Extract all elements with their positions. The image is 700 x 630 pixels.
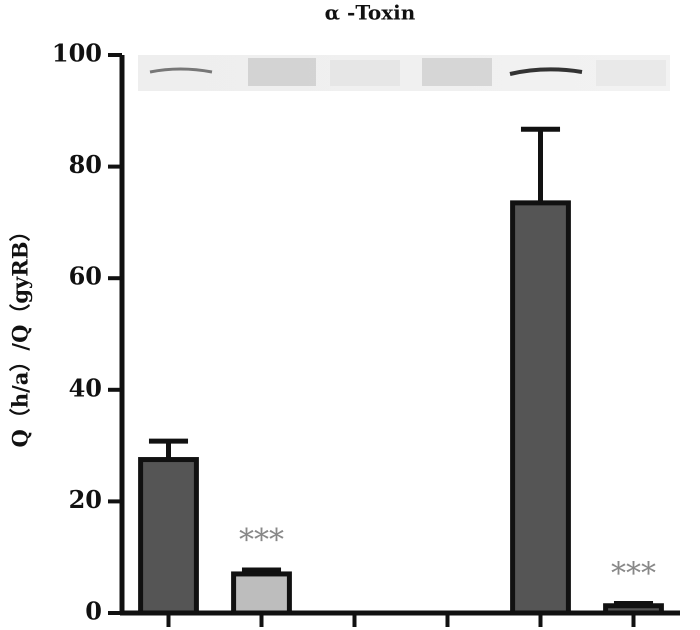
significance-label: *** bbox=[239, 523, 284, 558]
bar bbox=[603, 603, 664, 616]
bar bbox=[138, 457, 199, 616]
y-tick-label: 80 bbox=[69, 150, 102, 179]
y-tick-label: 0 bbox=[85, 597, 102, 626]
bar bbox=[510, 200, 571, 616]
y-tick-label: 60 bbox=[69, 262, 102, 291]
y-tick-label: 40 bbox=[69, 373, 102, 402]
y-tick-label: 20 bbox=[69, 485, 102, 514]
blot-image bbox=[138, 55, 670, 91]
significance-label: *** bbox=[611, 557, 656, 592]
y-axis-label: Q（h/a）/Q（gyRB） bbox=[8, 221, 33, 448]
chart-title: α -Toxin bbox=[325, 1, 416, 25]
bar bbox=[231, 571, 292, 616]
y-tick-label: 100 bbox=[52, 39, 102, 68]
